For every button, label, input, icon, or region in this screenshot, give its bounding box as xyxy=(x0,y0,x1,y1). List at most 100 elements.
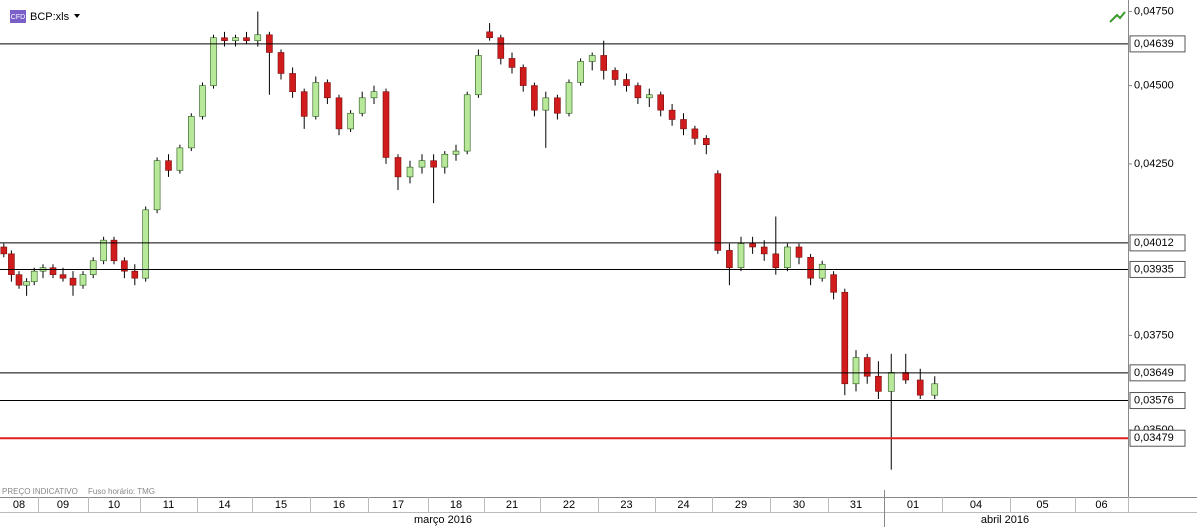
y-tick-label: 0,04500 xyxy=(1134,79,1174,91)
note: Fuso horário: TMG xyxy=(88,487,155,496)
x-tick-label: 31 xyxy=(850,499,862,511)
x-tick-label: 30 xyxy=(793,499,805,511)
candle-body xyxy=(623,79,630,86)
candle-body xyxy=(726,250,733,268)
x-tick-label: 01 xyxy=(907,499,919,511)
candle-body xyxy=(210,37,217,86)
x-tick-label: 10 xyxy=(108,499,120,511)
candle-body xyxy=(902,372,910,381)
level-label-box xyxy=(1129,392,1186,410)
candle-body xyxy=(254,34,262,41)
candle-body xyxy=(335,97,343,130)
candle-body xyxy=(634,85,642,99)
candle-body xyxy=(121,260,128,272)
candle-body xyxy=(406,166,414,178)
y-tick-label: 0,04250 xyxy=(1134,158,1174,170)
candle-body xyxy=(199,85,206,117)
candle-body xyxy=(15,274,23,286)
candle-body xyxy=(289,73,296,92)
candle-body xyxy=(394,157,402,178)
x-tick-label: 24 xyxy=(677,499,689,511)
candle-body xyxy=(452,150,460,155)
x-tick-label: 05 xyxy=(1036,499,1048,511)
candle-body xyxy=(153,160,161,211)
candle-body xyxy=(312,82,320,117)
candle-body xyxy=(324,82,331,99)
x-tick-label: 17 xyxy=(392,499,404,511)
note: PREÇO INDICATIVO xyxy=(2,487,78,496)
candle-body xyxy=(680,119,687,130)
level-label: 0,04639 xyxy=(1134,38,1174,50)
level-label: 0,04012 xyxy=(1134,237,1174,249)
candle-body xyxy=(749,243,756,248)
x-tick-label: 23 xyxy=(620,499,632,511)
candle-body xyxy=(486,31,493,39)
candle-body xyxy=(142,209,149,279)
badge: CFD xyxy=(11,14,25,21)
level-label: 0,03576 xyxy=(1134,394,1174,406)
candle-body xyxy=(531,85,538,111)
candle-body xyxy=(441,153,449,168)
candle-body xyxy=(232,37,239,41)
candle-body xyxy=(418,160,426,168)
candle-body xyxy=(657,94,665,111)
level-label-box xyxy=(1129,234,1186,252)
x-tick-label: 11 xyxy=(163,499,174,511)
candle-body xyxy=(277,52,285,74)
candle-body xyxy=(23,281,30,286)
candle-body xyxy=(737,243,745,268)
candle-body xyxy=(131,270,139,279)
candle-body xyxy=(841,291,849,385)
candle-body xyxy=(875,375,882,392)
candle-body xyxy=(588,55,596,62)
month-label: março 2016 xyxy=(414,514,472,526)
candle-body xyxy=(554,97,561,114)
candle-body xyxy=(508,58,516,68)
candle-body xyxy=(89,260,97,275)
candle-body xyxy=(300,91,308,117)
x-tick-label: 14 xyxy=(218,499,230,511)
x-tick-label: 29 xyxy=(735,499,747,511)
level-label: 0,03649 xyxy=(1134,367,1174,379)
candle-body xyxy=(358,97,366,114)
x-tick-label: 21 xyxy=(506,499,518,511)
candle-body xyxy=(79,274,87,286)
candle-body xyxy=(830,274,837,293)
candle-body xyxy=(600,55,608,71)
candle-body xyxy=(100,239,107,262)
candle-body xyxy=(0,246,8,255)
candle-body xyxy=(165,160,172,171)
level-label: 0,03479 xyxy=(1134,432,1174,444)
candle-body xyxy=(760,246,768,255)
candle-body xyxy=(49,267,57,275)
candle-body xyxy=(807,257,814,279)
candle-body xyxy=(565,82,573,114)
candle-body xyxy=(519,67,527,86)
candle-body xyxy=(243,37,250,41)
candle-body xyxy=(852,357,860,385)
chart-title[interactable]: BCP:xls xyxy=(30,11,70,23)
trend-icon[interactable] xyxy=(1109,11,1126,23)
x-tick-label: 08 xyxy=(13,499,25,511)
candle-body xyxy=(577,61,584,83)
x-tick-label: 15 xyxy=(275,499,287,511)
level-label-box xyxy=(1129,429,1186,447)
candle-body xyxy=(475,55,482,96)
dropdown-arrow[interactable] xyxy=(74,14,80,18)
level-label: 0,03935 xyxy=(1134,263,1174,275)
candle-body xyxy=(542,97,550,111)
candle-body xyxy=(430,160,437,168)
candle-body xyxy=(931,383,939,396)
candle-body xyxy=(645,94,653,99)
level-label-box xyxy=(1129,260,1186,278)
x-tick-label: 16 xyxy=(333,499,345,511)
candle-body xyxy=(611,70,619,80)
candle-body xyxy=(916,379,924,396)
candle-body xyxy=(370,91,378,99)
level-label-box xyxy=(1129,364,1186,382)
candle-body xyxy=(221,37,228,41)
x-tick-label: 18 xyxy=(450,499,462,511)
candle-body xyxy=(347,112,354,130)
